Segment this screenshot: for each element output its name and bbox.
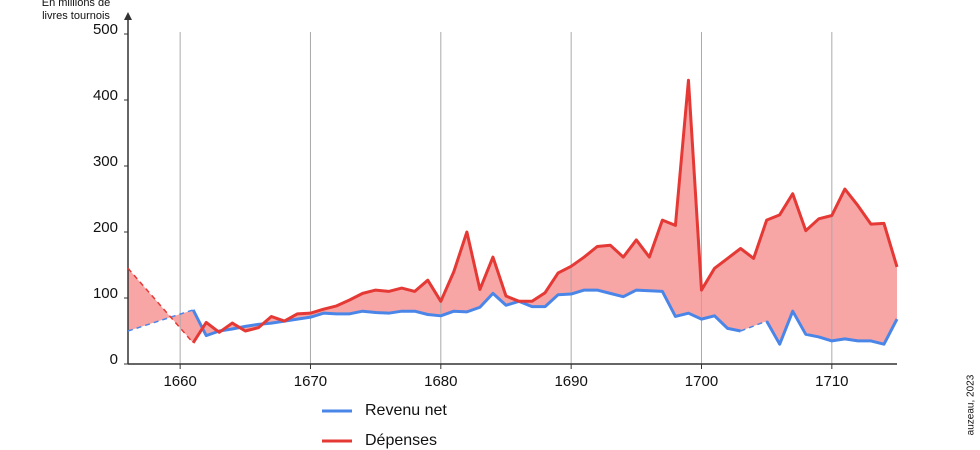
gap-connector — [740, 320, 767, 332]
legend-label: Dépenses — [365, 432, 437, 449]
y-tick-label: 0 — [110, 351, 118, 368]
x-tick-label: 1670 — [294, 373, 327, 390]
legend-label: Revenu net — [365, 402, 447, 419]
x-tick-label: 1700 — [685, 373, 718, 390]
area-fill — [128, 80, 897, 345]
x-tick-label: 1690 — [554, 373, 587, 390]
x-tick-label: 1710 — [815, 373, 848, 390]
gap-connector — [127, 267, 194, 344]
y-axis-arrow — [124, 12, 132, 20]
x-tick-label: 1680 — [424, 373, 457, 390]
line — [191, 78, 899, 344]
y-tick-label: 400 — [93, 87, 118, 104]
y-tick-label: 300 — [93, 153, 118, 170]
y-tick-label: 200 — [93, 219, 118, 236]
y-axis-label: En millions de — [42, 0, 110, 9]
y-tick-label: 500 — [93, 21, 118, 38]
x-tick-label: 1660 — [163, 373, 196, 390]
y-axis-label: livres tournois — [42, 10, 110, 22]
credit: auzeau, 2023 — [966, 374, 977, 435]
gap-connector — [127, 309, 194, 332]
y-tick-label: 100 — [93, 285, 118, 302]
